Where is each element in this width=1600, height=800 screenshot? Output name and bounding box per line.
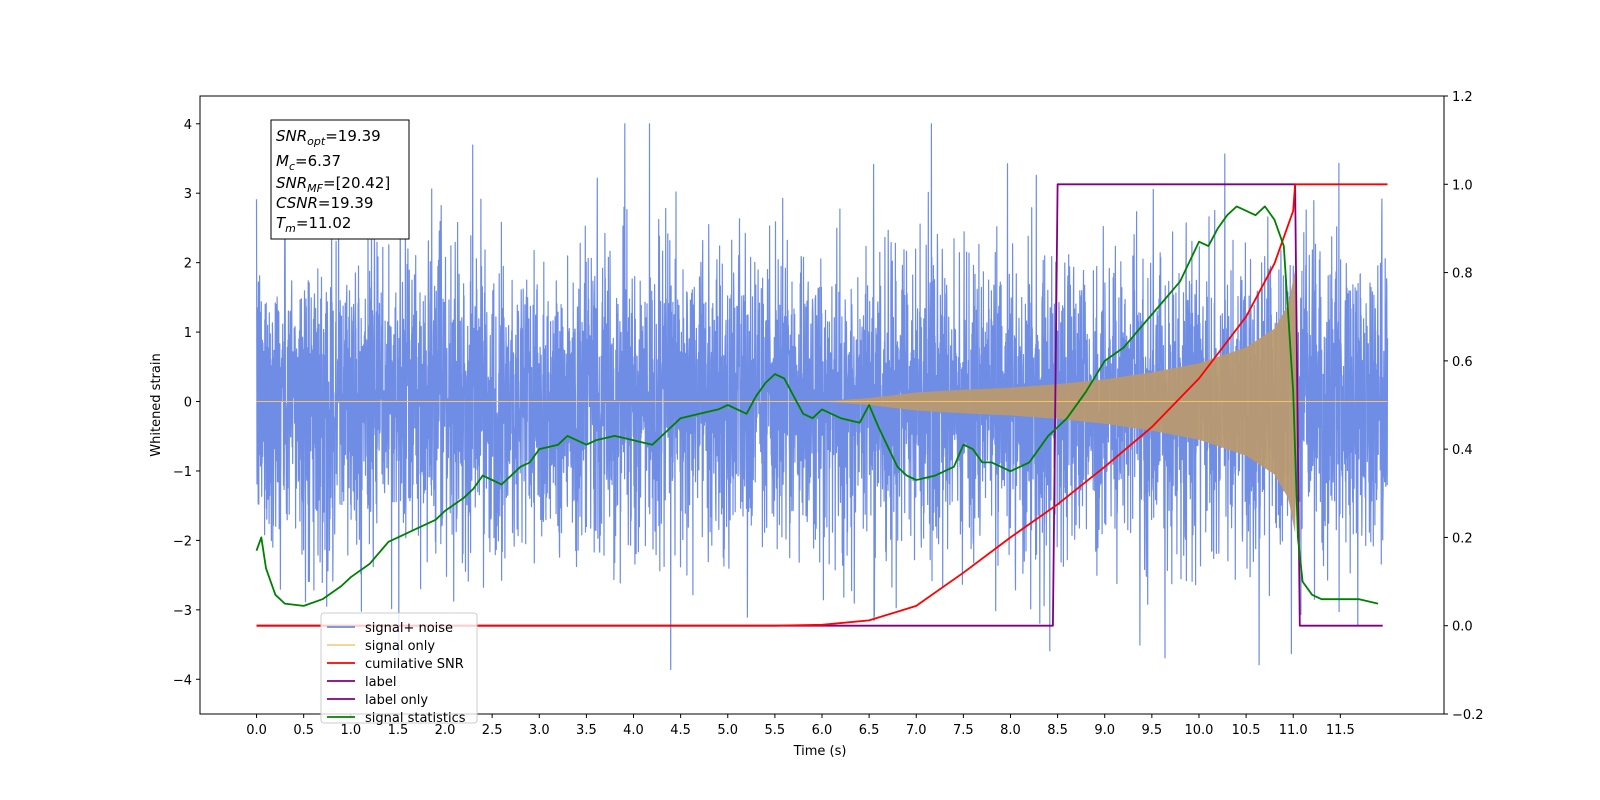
legend: signal+ noise signal only cumilative SNR la… xyxy=(320,612,478,726)
y-right-tick-label: 0.2 xyxy=(1452,531,1473,546)
y-right-tick-label: 0.0 xyxy=(1452,620,1473,635)
y-left-tick-label: −1 xyxy=(173,465,192,480)
annotation-snr-opt: SNRopt=19.39 xyxy=(276,127,381,148)
x-tick-label: 0.5 xyxy=(293,723,314,738)
x-tick-label: 2.0 xyxy=(435,723,456,738)
y-left-tick-label: 3 xyxy=(184,187,192,202)
x-tick-label: 6.0 xyxy=(812,723,833,738)
x-tick-label: 10.5 xyxy=(1232,723,1261,738)
x-tick-label: 11.5 xyxy=(1326,723,1355,738)
legend-entry-label: signal only xyxy=(365,639,435,654)
legend-entry-label: signal statistics xyxy=(365,711,466,726)
annotation-csnr: CSNR=19.39 xyxy=(276,194,373,212)
x-tick-label: 7.0 xyxy=(906,723,927,738)
x-tick-label: 1.5 xyxy=(388,723,409,738)
x-tick-label: 0.0 xyxy=(246,723,267,738)
signal-only-series xyxy=(256,269,1388,534)
y-left-tick-label: 1 xyxy=(184,326,192,341)
y-left-tick-label: 2 xyxy=(184,257,192,272)
y-right-tick-label: 0.6 xyxy=(1452,355,1473,370)
x-tick-label: 9.5 xyxy=(1142,723,1163,738)
x-tick-label: 7.5 xyxy=(953,723,974,738)
x-tick-label: 10.0 xyxy=(1184,723,1213,738)
legend-frame xyxy=(320,612,478,724)
x-tick-label: 2.5 xyxy=(482,723,503,738)
label-line xyxy=(256,183,1383,627)
cumulative-snr-line xyxy=(256,183,1388,627)
y-left-tick-label: 4 xyxy=(184,118,192,133)
right-axis-series xyxy=(255,183,1388,627)
x-tick-label: 11.0 xyxy=(1279,723,1308,738)
x-tick-label: 8.0 xyxy=(1000,723,1021,738)
annotation-snr-mf: SNRMF=[20.42] xyxy=(276,174,390,195)
y-left-tick-label: −3 xyxy=(173,604,192,619)
y-left-tick-label: 0 xyxy=(184,396,192,411)
legend-entry-label: signal+ noise xyxy=(365,621,453,636)
legend-entry-label: cumilative SNR xyxy=(365,657,464,672)
signal-statistics-line xyxy=(255,205,1379,607)
annotation-tm: Tm=11.02 xyxy=(276,214,351,235)
annotation-box: SNRopt=19.39 Mc=6.37 SNRMF=[20.42] CSNR=… xyxy=(270,119,410,240)
legend-entry-label: label xyxy=(365,675,396,690)
annotation-mc: Mc=6.37 xyxy=(276,152,341,173)
y-right-tick-label: −0.2 xyxy=(1452,708,1484,723)
x-tick-label: 3.0 xyxy=(529,723,550,738)
x-tick-label: 9.0 xyxy=(1094,723,1115,738)
legend-entry-label: label only xyxy=(365,693,428,708)
y-left-tick-label: −4 xyxy=(173,673,192,688)
y-right-tick-label: 0.4 xyxy=(1452,443,1473,458)
x-tick-label: 5.0 xyxy=(717,723,738,738)
y-axis-label: Whitened strain xyxy=(149,353,164,456)
x-tick-label: 4.5 xyxy=(670,723,691,738)
x-axis-label: Time (s) xyxy=(793,744,847,759)
x-tick-label: 1.0 xyxy=(340,723,361,738)
x-tick-label: 8.5 xyxy=(1047,723,1068,738)
y-left-tick-label: −2 xyxy=(173,534,192,549)
x-axis: 0.0 0.5 1.0 1.5 2.0 2.5 3.0 3.5 4.0 4.5 5.0 5.5 6.0 6… xyxy=(246,714,1355,738)
x-tick-label: 6.5 xyxy=(859,723,880,738)
y-right-tick-label: 0.8 xyxy=(1452,267,1473,282)
y-right-tick-label: 1.2 xyxy=(1452,90,1473,105)
y-axis-right: 1.2 1.0 0.8 0.6 0.4 0.2 0.0 −0.2 xyxy=(1444,90,1484,723)
x-tick-label: 4.0 xyxy=(623,723,644,738)
y-right-tick-label: 1.0 xyxy=(1452,178,1473,193)
x-tick-label: 5.5 xyxy=(765,723,786,738)
y-axis-left: 4 3 2 1 0 −1 −2 −3 −4 xyxy=(173,118,200,688)
x-tick-label: 3.5 xyxy=(576,723,597,738)
